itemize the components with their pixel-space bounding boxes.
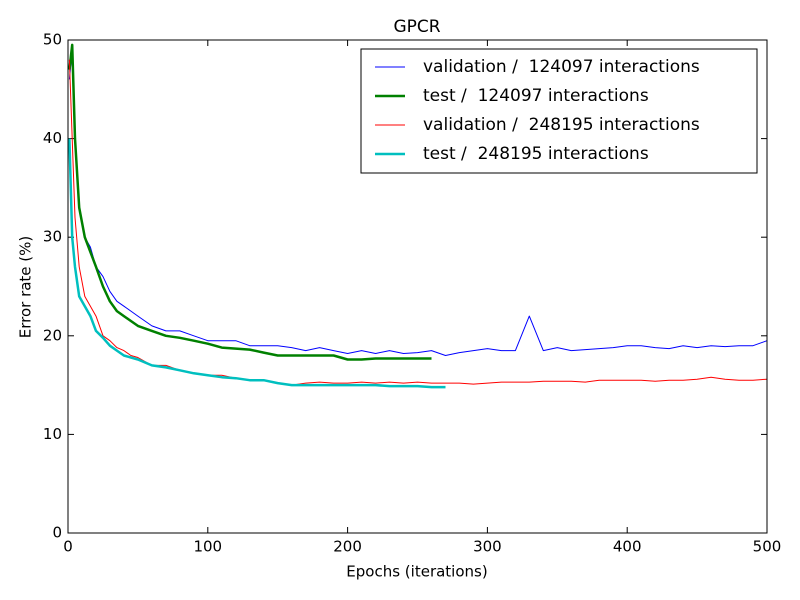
- y-tick-label: 0: [52, 524, 62, 542]
- x-tick-label: 0: [63, 538, 73, 556]
- legend-label: test / 248195 interactions: [423, 144, 649, 164]
- y-axis-label: Error rate (%): [17, 236, 35, 339]
- y-tick-label: 10: [43, 425, 62, 443]
- x-tick-label: 500: [753, 538, 782, 556]
- legend-label: test / 124097 interactions: [423, 86, 649, 106]
- x-tick-label: 100: [193, 538, 222, 556]
- legend-label: validation / 248195 interactions: [423, 115, 700, 135]
- y-tick-label: 40: [43, 129, 62, 147]
- data-line: [68, 43, 432, 361]
- y-tick-label: 30: [43, 228, 62, 246]
- x-tick-label: 300: [473, 538, 502, 556]
- legend-box: [360, 48, 758, 174]
- data-line: [68, 138, 446, 389]
- y-tick-label: 50: [43, 31, 62, 49]
- chart-title: GPCR: [393, 17, 440, 37]
- x-tick-label: 200: [333, 538, 362, 556]
- x-tick-label: 400: [613, 538, 642, 556]
- plot-frame: [67, 39, 768, 534]
- legend-label: validation / 124097 interactions: [423, 57, 700, 77]
- y-tick-label: 20: [43, 326, 62, 344]
- data-line: [68, 59, 768, 386]
- x-axis-label: Epochs (iterations): [346, 563, 487, 581]
- data-line: [68, 49, 768, 356]
